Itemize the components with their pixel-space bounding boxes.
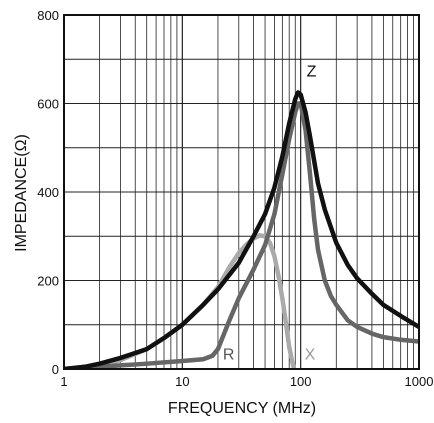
curve-label-layer: Z R X — [223, 64, 317, 364]
frame-layer — [63, 14, 420, 370]
series-line-z — [64, 90, 419, 369]
grid-layer — [64, 15, 419, 369]
series-line-r — [64, 101, 419, 369]
curve-label-r: R — [223, 347, 235, 364]
y-tick-label: 200 — [37, 274, 59, 289]
x-tick-label: 1 — [60, 374, 67, 389]
y-tick-label: 0 — [52, 362, 59, 377]
series-layer — [64, 90, 419, 369]
y-tick-label: 600 — [37, 97, 59, 112]
plot-frame — [63, 14, 420, 370]
curve-label-z: Z — [307, 64, 317, 81]
y-tick-label: 400 — [37, 185, 59, 200]
x-axis-title: FREQUENCY (MHz) — [168, 400, 316, 417]
y-tick-label: 800 — [37, 8, 59, 23]
x-tick-label: 10 — [175, 374, 189, 389]
x-tick-label: 1000 — [405, 374, 434, 389]
curve-label-x: X — [305, 347, 316, 364]
tick-label-layer: 0 200 400 600 800 1 10 100 1000 — [37, 8, 433, 389]
y-axis-title: IMPEDANCE(Ω) — [13, 134, 30, 252]
x-tick-label: 100 — [290, 374, 312, 389]
